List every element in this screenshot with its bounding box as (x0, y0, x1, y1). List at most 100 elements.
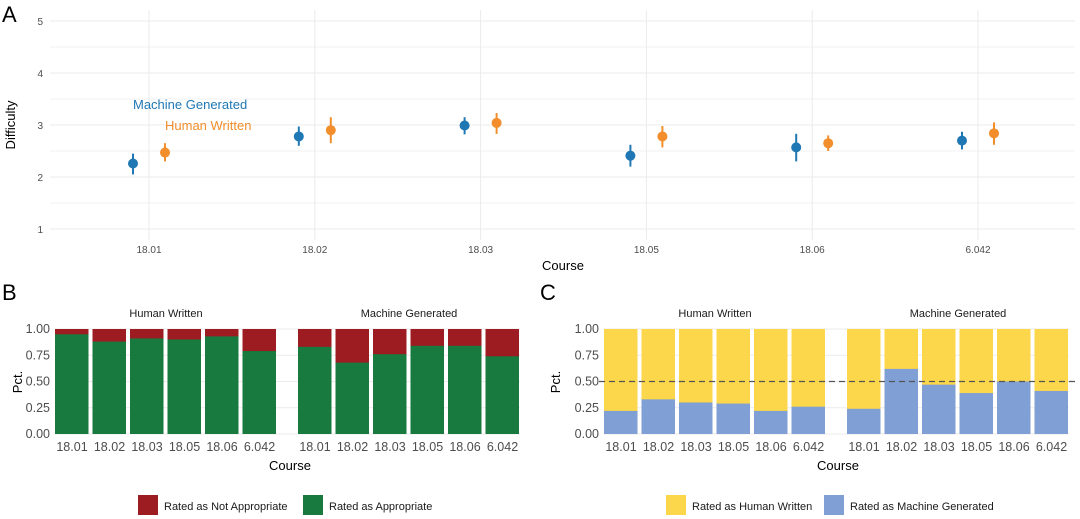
legend-label: Rated as Not Appropriate (164, 501, 288, 513)
x-tick-label: 18.01 (299, 440, 330, 454)
series-annotation-human-written: Human Written (165, 118, 251, 133)
bar-segment-bottom (55, 334, 89, 434)
x-tick-label: 18.03 (680, 440, 711, 454)
x-tick-label: 18.01 (605, 440, 636, 454)
bar-segment-bottom (167, 339, 201, 434)
bar-segment-bottom (298, 346, 332, 434)
bar-segment-bottom (130, 338, 164, 434)
y-tick-label: 5 (37, 17, 43, 28)
bar-segment-bottom (997, 381, 1031, 434)
data-point (128, 158, 138, 169)
y-tick-label: 0.25 (575, 401, 599, 415)
x-tick-label: 18.03 (468, 245, 493, 256)
y-tick-label: 3 (37, 121, 43, 132)
data-point (625, 150, 636, 161)
bar-segment-bottom (922, 384, 956, 434)
y-tick-label: 0.00 (26, 427, 50, 441)
x-axis-label: Course (817, 458, 859, 473)
y-tick-label: 0.25 (26, 401, 50, 415)
bar-segment-bottom (847, 408, 881, 434)
data-point (791, 142, 802, 153)
y-tick-label: 2 (37, 173, 43, 184)
x-tick-label: 6.042 (1036, 440, 1067, 454)
data-point (459, 120, 470, 131)
bar-segment-bottom (604, 410, 638, 434)
bar-segment-bottom (335, 362, 369, 434)
y-tick-label: 4 (37, 69, 43, 80)
x-tick-label: 18.03 (923, 440, 954, 454)
y-tick-label: 0.75 (26, 348, 50, 362)
x-tick-label: 18.05 (961, 440, 992, 454)
bar-segment-bottom (959, 393, 993, 434)
x-tick-label: 6.042 (244, 440, 275, 454)
legend-label: Rated as Human Written (692, 501, 812, 513)
x-tick-label: 18.05 (718, 440, 749, 454)
y-tick-label: 0.50 (575, 375, 599, 389)
bar-segment-bottom (242, 351, 276, 434)
bar-segment-bottom (410, 345, 444, 434)
bar-segment-bottom (754, 410, 788, 434)
data-point (293, 131, 304, 142)
panel-label-c: C (540, 280, 556, 305)
bar-segment-bottom (485, 356, 519, 434)
x-tick-label: 18.06 (800, 245, 825, 256)
x-tick-label: 18.06 (206, 440, 237, 454)
data-point (957, 135, 967, 146)
data-point (823, 138, 834, 149)
x-tick-label: 18.05 (169, 440, 200, 454)
bar-segment-bottom (641, 399, 675, 434)
x-tick-label: 6.042 (965, 245, 990, 256)
y-axis-label: Pct. (10, 371, 25, 393)
legend-swatch (303, 495, 323, 515)
x-tick-label: 18.03 (131, 440, 162, 454)
y-axis-label: Pct. (548, 371, 563, 393)
panel-label-a: A (2, 2, 17, 27)
y-tick-label: 1.00 (575, 322, 599, 336)
x-tick-label: 18.02 (337, 440, 368, 454)
legend-swatch (138, 495, 158, 515)
bar-segment-bottom (884, 368, 918, 434)
legend-swatch (824, 495, 844, 515)
bar-segment-bottom (1034, 390, 1068, 434)
bar-segment-bottom (679, 402, 713, 434)
bar-segment-bottom (92, 341, 126, 434)
data-point (657, 131, 668, 142)
y-axis-label: Difficulty (3, 100, 18, 149)
data-point (325, 125, 336, 136)
bar-segment-bottom (373, 354, 407, 434)
legend-label: Rated as Appropriate (329, 501, 432, 513)
data-point (160, 147, 170, 158)
x-tick-label: 18.06 (449, 440, 480, 454)
x-axis-label: Course (269, 458, 311, 473)
x-tick-label: 18.01 (136, 245, 161, 256)
facet-strip-label: Human Written (129, 308, 202, 320)
x-tick-label: 18.06 (755, 440, 786, 454)
data-point (989, 128, 999, 139)
series-annotation-machine-generated: Machine Generated (133, 97, 247, 112)
x-tick-label: 18.01 (848, 440, 879, 454)
y-tick-label: 1 (37, 225, 43, 236)
x-tick-label: 18.01 (56, 440, 87, 454)
x-tick-label: 18.02 (94, 440, 125, 454)
y-tick-label: 0.50 (26, 375, 50, 389)
x-tick-label: 18.05 (412, 440, 443, 454)
y-tick-label: 1.00 (26, 322, 50, 336)
x-tick-label: 18.05 (634, 245, 659, 256)
x-tick-label: 18.03 (374, 440, 405, 454)
bar-segment-bottom (791, 406, 825, 434)
x-tick-label: 6.042 (487, 440, 518, 454)
facet-strip-label: Human Written (678, 308, 751, 320)
facet-strip-label: Machine Generated (910, 308, 1007, 320)
panel-label-b: B (2, 280, 17, 305)
x-axis-label: Course (542, 258, 584, 273)
data-point (491, 117, 502, 128)
bar-segment-bottom (716, 403, 750, 434)
x-tick-label: 18.02 (302, 245, 327, 256)
legend-swatch (666, 495, 686, 515)
facet-strip-label: Machine Generated (361, 308, 458, 320)
bar-segment-bottom (205, 336, 239, 434)
bar-segment-bottom (448, 345, 482, 434)
y-tick-label: 0.75 (575, 348, 599, 362)
x-tick-label: 18.02 (643, 440, 674, 454)
